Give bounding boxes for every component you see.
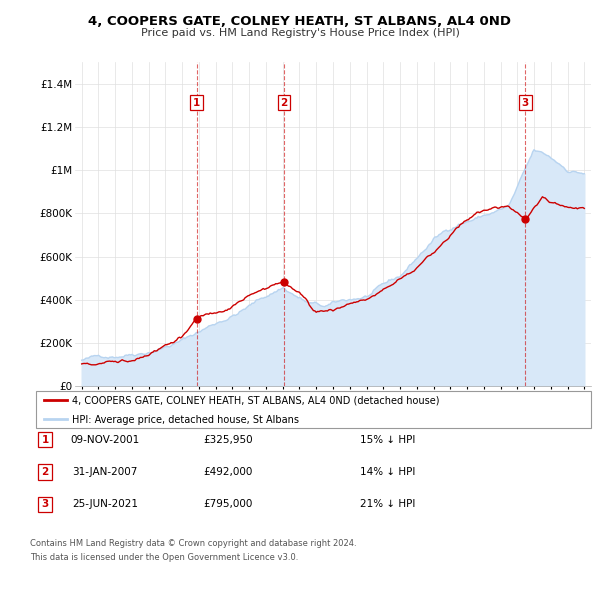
- Text: 31-JAN-2007: 31-JAN-2007: [73, 467, 137, 477]
- Text: 25-JUN-2021: 25-JUN-2021: [72, 500, 138, 509]
- Text: 3: 3: [41, 500, 49, 509]
- Text: 3: 3: [522, 97, 529, 107]
- Text: Price paid vs. HM Land Registry's House Price Index (HPI): Price paid vs. HM Land Registry's House …: [140, 28, 460, 38]
- Text: 09-NOV-2001: 09-NOV-2001: [70, 435, 140, 444]
- Text: 2: 2: [280, 97, 288, 107]
- Text: 2: 2: [41, 467, 49, 477]
- Text: 1: 1: [41, 435, 49, 444]
- Text: 4, COOPERS GATE, COLNEY HEATH, ST ALBANS, AL4 0ND: 4, COOPERS GATE, COLNEY HEATH, ST ALBANS…: [89, 15, 511, 28]
- Text: 4, COOPERS GATE, COLNEY HEATH, ST ALBANS, AL4 0ND (detached house): 4, COOPERS GATE, COLNEY HEATH, ST ALBANS…: [72, 395, 440, 405]
- Text: This data is licensed under the Open Government Licence v3.0.: This data is licensed under the Open Gov…: [30, 553, 298, 562]
- Text: 1: 1: [193, 97, 200, 107]
- Text: £492,000: £492,000: [203, 467, 253, 477]
- FancyBboxPatch shape: [36, 391, 591, 428]
- Text: £795,000: £795,000: [203, 500, 253, 509]
- Text: Contains HM Land Registry data © Crown copyright and database right 2024.: Contains HM Land Registry data © Crown c…: [30, 539, 356, 548]
- Text: 21% ↓ HPI: 21% ↓ HPI: [360, 500, 415, 509]
- Text: £325,950: £325,950: [203, 435, 253, 444]
- Text: 15% ↓ HPI: 15% ↓ HPI: [360, 435, 415, 444]
- Text: HPI: Average price, detached house, St Albans: HPI: Average price, detached house, St A…: [72, 415, 299, 425]
- Text: 14% ↓ HPI: 14% ↓ HPI: [360, 467, 415, 477]
